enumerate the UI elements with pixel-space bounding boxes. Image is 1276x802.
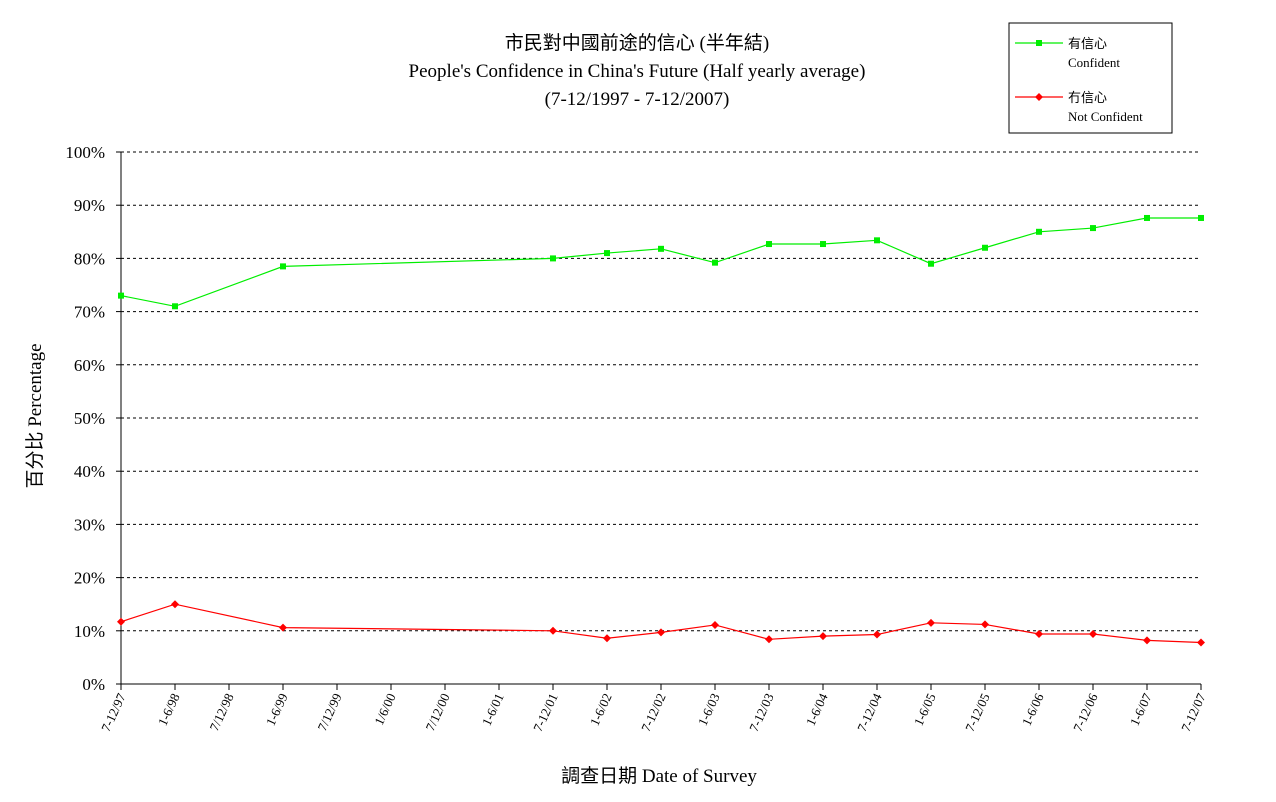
data-point-not-confident [1143,636,1151,645]
x-tick-label: 1-6/06 [1019,690,1047,728]
data-point-not-confident [171,600,179,609]
data-point-not-confident [1197,638,1205,647]
x-tick-label: 1-6/07 [1127,690,1155,728]
y-tick-label: 90% [74,196,105,215]
data-point-confident [1090,225,1096,232]
data-point-not-confident [765,635,773,644]
y-tick-label: 30% [74,515,105,534]
y-tick-label: 40% [74,462,105,481]
x-tick-label: 1-6/01 [479,691,507,728]
x-tick-label: 1/6/00 [371,691,399,727]
legend-marker-confident [1036,40,1042,46]
y-tick-label: 60% [74,356,105,375]
series-line-not-confident [120,603,1202,644]
y-axis-title: 百分比 Percentage [24,343,46,488]
x-axis-title: 調查日期 Date of Survey [561,765,757,787]
y-tick-label: 0% [82,675,105,694]
x-tick-label: 7-12/06 [1070,690,1101,733]
data-point-not-confident [819,632,827,641]
series [117,214,1205,647]
x-tick-label: 7/12/99 [314,691,344,733]
x-tick-label: 1-6/04 [803,690,831,728]
data-point-not-confident [549,626,557,635]
y-tick-label: 80% [74,249,105,268]
y-tick-label: 20% [74,569,105,588]
x-tick-label: 7-12/97 [98,690,129,733]
x-tick-label: 7-12/02 [638,691,669,734]
data-point-not-confident [711,620,719,629]
y-tick-label: 70% [74,303,105,322]
data-point-confident [874,237,880,244]
data-point-confident [550,255,556,262]
y-axis-ticks: 0% 10% 20% 30% 40% 50% 60% 70% 80% 90% 100% [65,143,121,694]
data-point-confident [118,292,124,299]
data-point-confident [1144,214,1150,221]
data-point-confident [712,259,718,266]
data-point-not-confident [927,618,935,627]
chart-date-range: (7-12/1997 - 7-12/2007) [545,89,730,110]
data-point-not-confident [117,617,125,626]
data-point-confident [172,303,178,310]
chart-subtitle: People's Confidence in China's Future (H… [409,61,866,82]
x-tick-label: 7-12/05 [962,691,993,734]
y-tick-label: 10% [74,622,105,641]
data-point-confident [820,241,826,248]
legend-label-confident-zh: 有信心 [1068,36,1107,51]
series-line-confident [120,217,1201,307]
data-point-confident [982,244,988,251]
x-tick-label: 7/12/98 [206,691,236,733]
data-point-not-confident [279,623,287,632]
gridlines [121,151,1201,632]
x-tick-label: 1-6/02 [587,691,615,728]
legend-label-not-confident-zh: 冇信心 [1068,90,1107,105]
x-tick-label: 7-12/07 [1178,690,1209,733]
data-point-not-confident [1035,629,1043,638]
data-point-confident [280,263,286,270]
legend: 有信心 Confident 冇信心 Not Confident [1008,22,1173,134]
y-tick-label: 100% [65,143,105,162]
data-point-confident [928,260,934,267]
x-tick-label: 7-12/03 [746,691,777,734]
legend-label-confident-en: Confident [1068,55,1120,70]
data-point-not-confident [981,620,989,629]
x-tick-label: 1-6/98 [155,691,183,728]
x-tick-label: 1-6/03 [695,691,723,728]
x-tick-label: 7/12/00 [422,691,452,733]
x-tick-label: 7-12/01 [530,691,561,734]
y-tick-label: 50% [74,409,105,428]
x-tick-label: 1-6/99 [263,691,291,728]
data-point-confident [1036,228,1042,235]
data-point-not-confident [873,630,881,639]
data-point-not-confident [603,634,611,643]
x-tick-label: 7-12/04 [854,690,885,733]
x-axis-ticks: 7-12/97 1-6/98 7/12/98 1-6/99 7/12/99 1/6/00 7… [98,684,1209,734]
data-point-confident [766,241,772,248]
legend-label-not-confident-en: Not Confident [1068,109,1143,124]
data-point-not-confident [1089,629,1097,638]
data-point-confident [1198,214,1204,221]
chart-title: 市民對中國前途的信心 (半年結) [505,32,769,54]
legend-marker-not-confident [1035,93,1043,101]
data-point-not-confident [657,628,665,637]
x-tick-label: 1-6/05 [911,691,939,728]
data-point-confident [604,250,610,257]
data-point-confident [658,245,664,252]
